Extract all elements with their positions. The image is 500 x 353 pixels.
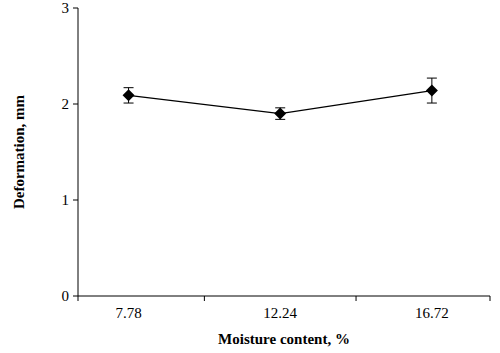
y-tick-label: 3: [62, 0, 70, 16]
x-tick: [78, 296, 79, 301]
y-tick: [73, 8, 78, 9]
x-tick: [490, 296, 491, 301]
y-axis-label: Deformation, mm: [11, 94, 27, 209]
y-axis: [78, 8, 79, 296]
data-point: [274, 108, 286, 120]
x-axis: [78, 296, 490, 297]
data-point: [123, 89, 135, 101]
y-tick: [73, 200, 78, 201]
plot-area: [123, 78, 438, 120]
y-tick: [73, 296, 78, 297]
error-bar: [427, 78, 437, 103]
y-tick-label: 2: [62, 96, 70, 112]
x-tick-label: 16.72: [415, 305, 449, 321]
chart-container: 0 1 2 3 7.78 12.24 16.72 Moisture content, % Def…: [0, 0, 500, 353]
error-bar: [124, 88, 134, 103]
x-tick: [204, 296, 205, 301]
data-point: [426, 85, 438, 97]
x-axis-label: Moisture content, %: [218, 331, 350, 347]
error-bar: [275, 108, 285, 120]
x-tick-label: 7.78: [115, 305, 141, 321]
x-tick-label: 12.24: [263, 305, 297, 321]
y-tick: [73, 104, 78, 105]
y-tick-label: 1: [62, 192, 70, 208]
y-tick-label: 0: [62, 288, 70, 304]
x-tick: [356, 296, 357, 301]
chart: 0 1 2 3 7.78 12.24 16.72 Moisture content, % Def…: [0, 0, 500, 353]
